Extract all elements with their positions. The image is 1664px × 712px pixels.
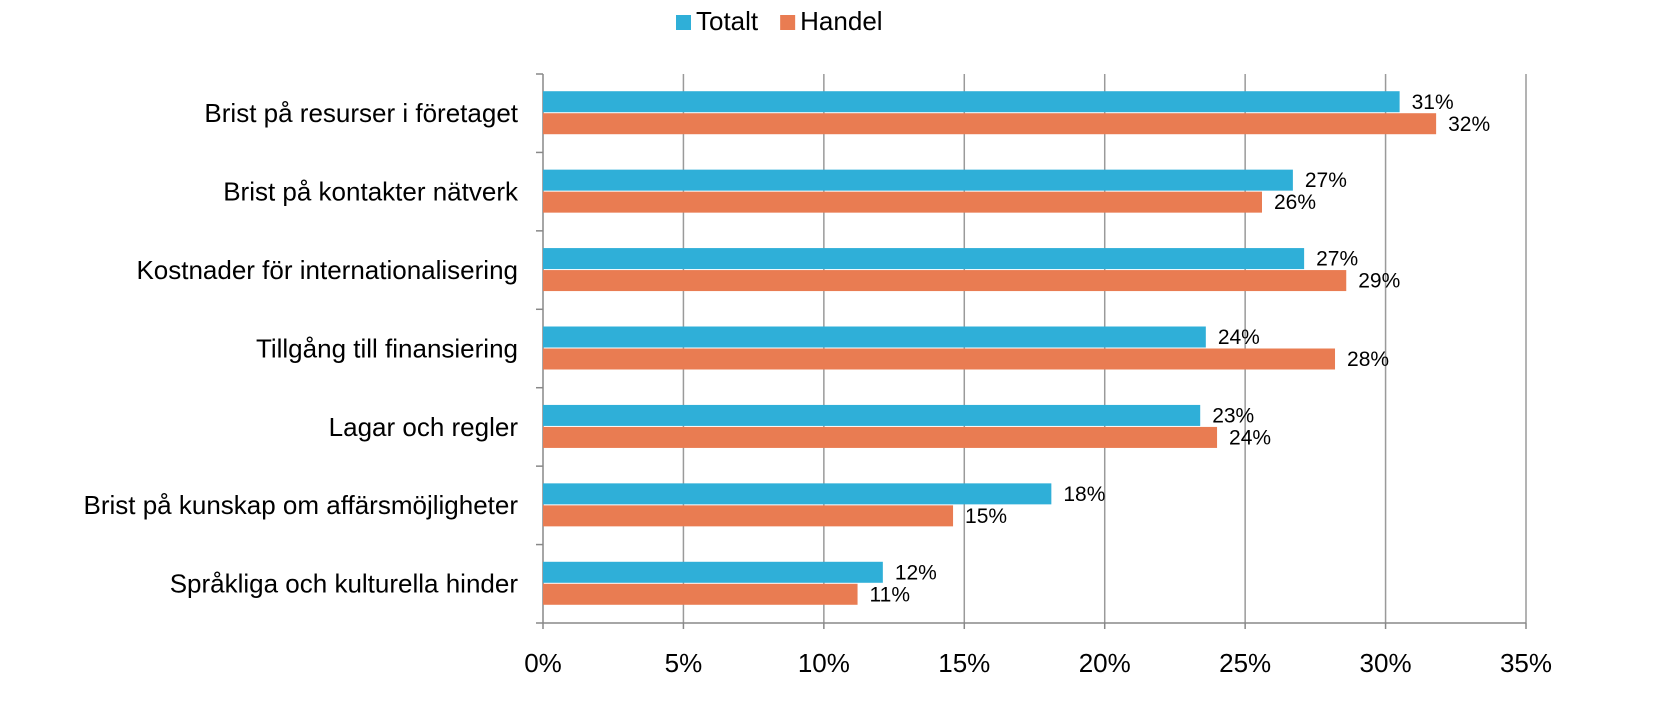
x-tick-label: 25%: [1219, 648, 1271, 678]
bar: [543, 583, 858, 605]
category-label: Lagar och regler: [329, 412, 519, 442]
bar: [543, 483, 1052, 505]
data-label: 24%: [1218, 326, 1260, 349]
data-label: 28%: [1347, 348, 1389, 371]
data-label: 15%: [965, 505, 1007, 528]
data-label: 31%: [1412, 91, 1454, 114]
legend-swatch: [780, 15, 796, 30]
data-label: 29%: [1358, 270, 1400, 293]
legend-label: Handel: [800, 6, 882, 36]
category-label: Kostnader för internationalisering: [136, 255, 518, 285]
x-tick-label: 30%: [1360, 648, 1412, 678]
data-label: 11%: [870, 583, 910, 606]
bar: [543, 404, 1201, 426]
legend-swatch: [676, 15, 691, 30]
legend-label: Totalt: [696, 6, 759, 36]
category-label: Brist på resurser i företaget: [204, 98, 518, 128]
bar: [543, 270, 1347, 292]
bar: [543, 505, 954, 527]
data-label: 12%: [895, 561, 937, 584]
bar: [543, 91, 1400, 113]
data-label: 32%: [1448, 113, 1490, 136]
bar: [543, 248, 1305, 270]
x-tick-label: 0%: [524, 648, 562, 678]
data-label: 27%: [1316, 248, 1358, 271]
data-label: 23%: [1212, 404, 1254, 427]
bar: [543, 561, 883, 583]
data-label: 18%: [1063, 483, 1105, 506]
data-label: 24%: [1229, 426, 1271, 449]
x-tick-label: 10%: [798, 648, 850, 678]
x-tick-label: 15%: [938, 648, 990, 678]
category-label: Tillgång till finansiering: [256, 333, 518, 363]
category-label: Språkliga och kulturella hinder: [170, 569, 519, 599]
bar: [543, 169, 1293, 191]
data-label: 27%: [1305, 169, 1347, 192]
x-tick-label: 20%: [1079, 648, 1131, 678]
x-tick-label: 35%: [1500, 648, 1552, 678]
category-label: Brist på kontakter nätverk: [223, 177, 519, 207]
bar: [543, 113, 1437, 135]
data-label: 26%: [1274, 191, 1316, 214]
bar: [543, 326, 1206, 348]
bar: [543, 426, 1218, 448]
bar: [543, 348, 1336, 370]
x-tick-label: 5%: [665, 648, 703, 678]
category-label: Brist på kunskap om affärsmöjligheter: [84, 490, 519, 520]
bar: [543, 191, 1262, 213]
